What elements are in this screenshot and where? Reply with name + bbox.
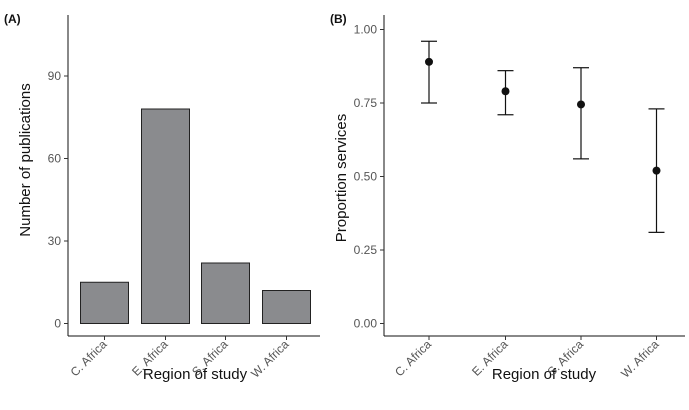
panel-b-point [501, 87, 510, 96]
panel-a-x-tick-label: W. Africa [248, 337, 292, 381]
panel-a-bar [201, 262, 250, 324]
panel-b-error-bar-chart: (B) Proportion services Region of study … [330, 12, 685, 383]
panel-b-point [577, 100, 585, 109]
panel-b-x-tick-label: C. Africa [392, 337, 434, 379]
panel-a-label: (A) [4, 12, 21, 26]
panel-a-x-axis-title: Region of study [143, 366, 248, 383]
panel-a-bar [141, 108, 190, 324]
panel-a-bar [262, 290, 311, 324]
panel-b-y-tick-label: 0.75 [354, 96, 378, 110]
panel-a-y-axis-title: Number of publications [17, 83, 34, 236]
panel-b-x-tick-label: W. Africa [618, 337, 662, 381]
panel-b-y-tick-label: 0.25 [354, 243, 378, 257]
panel-b-plot-area: 0.000.250.500.751.00C. Africa E. Africa S.… [354, 15, 685, 381]
panel-b-label: (B) [330, 12, 347, 26]
panel-a-y-tick-label: 30 [48, 234, 62, 248]
panel-b-point [652, 166, 661, 175]
panel-a-y-tick-label: 60 [48, 152, 62, 166]
panel-b-point [425, 57, 433, 66]
panel-a-bar-chart: (A) Number of publications Region of stu… [4, 12, 320, 383]
panel-b-y-tick-label: 1.00 [354, 23, 378, 37]
panel-a-bar [80, 281, 129, 324]
panel-b-y-tick-label: 0.00 [354, 317, 378, 331]
panel-b-y-axis-title: Proportion services [333, 114, 350, 242]
panel-b-x-axis-title: Region of study [492, 366, 597, 383]
panel-b-y-tick-label: 0.50 [354, 170, 378, 184]
panel-a-y-tick-label: 90 [48, 69, 62, 83]
panel-a-x-tick-label: C. Africa [68, 337, 110, 379]
panel-a-y-tick-label: 0 [54, 317, 61, 331]
